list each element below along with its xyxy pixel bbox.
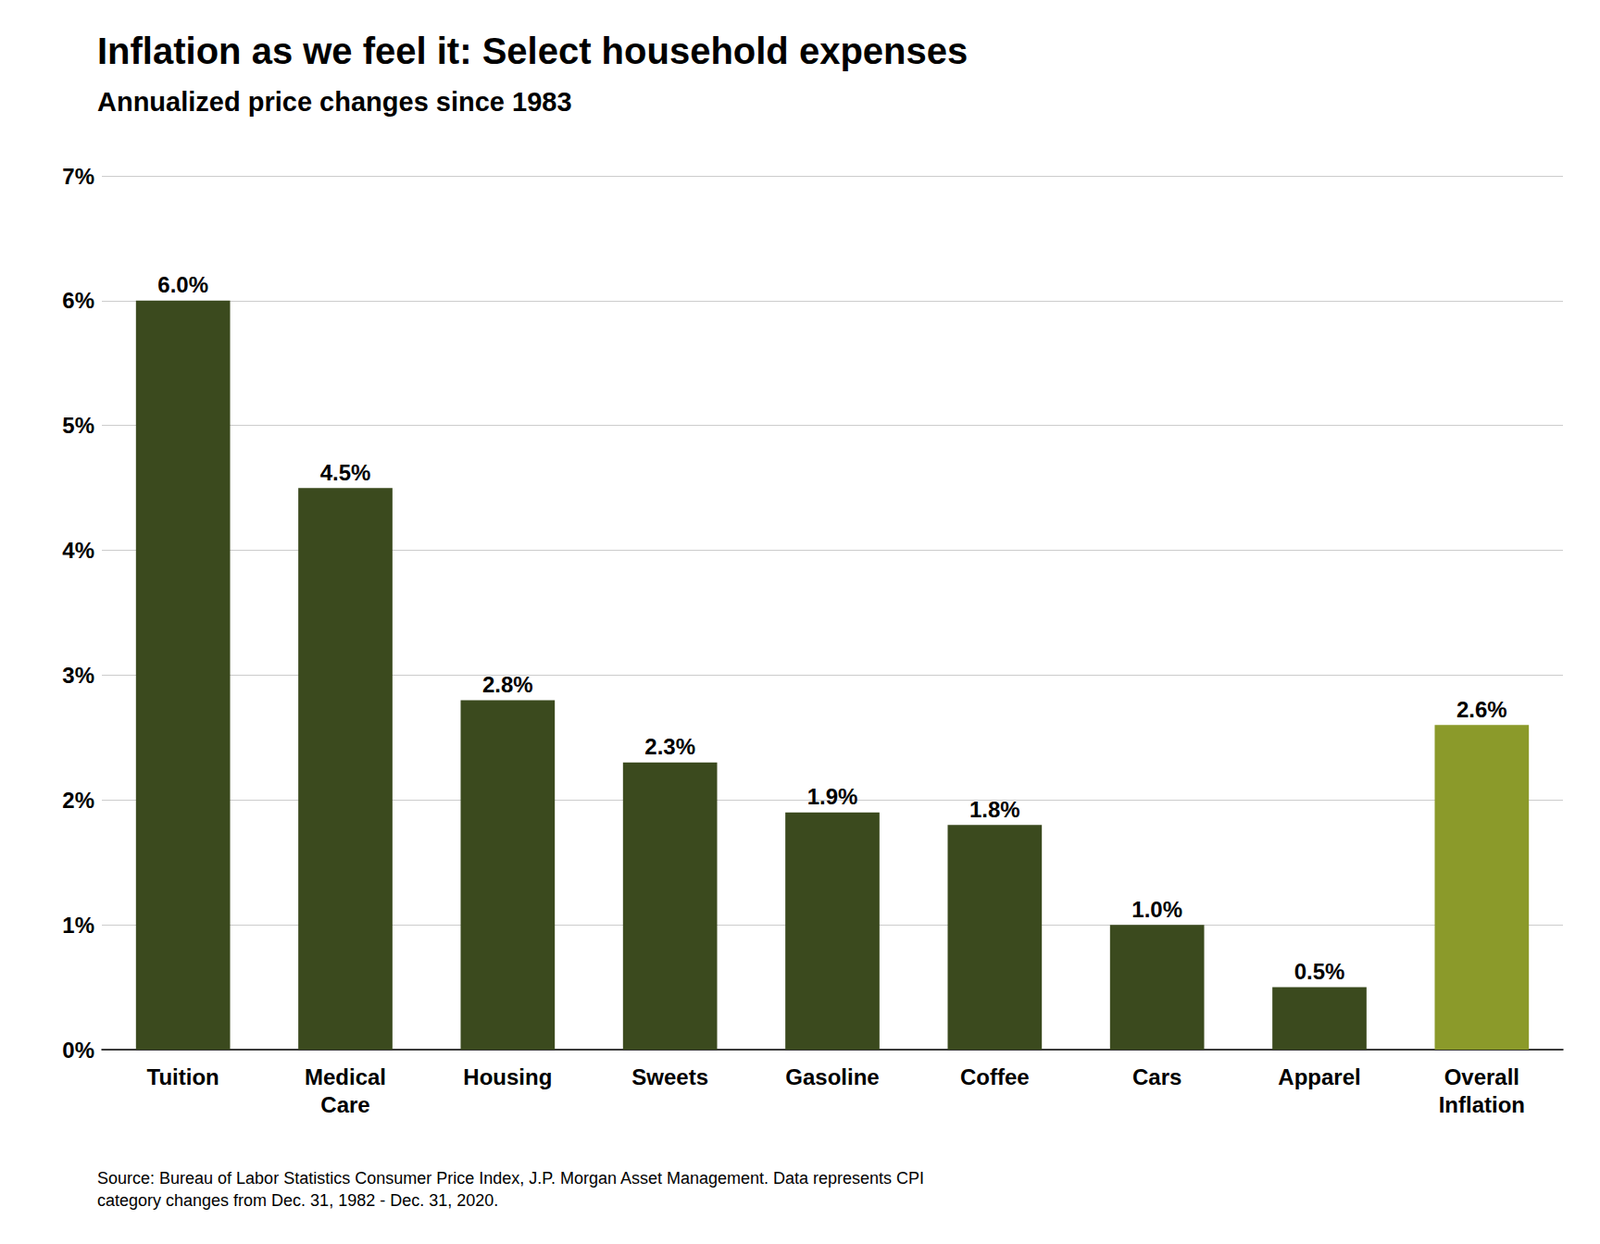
svg-text:1.0%: 1.0%	[1131, 897, 1183, 923]
svg-text:Inflation: Inflation	[1438, 1092, 1525, 1118]
svg-text:4.5%: 4.5%	[320, 460, 372, 486]
svg-text:Coffee: Coffee	[960, 1064, 1030, 1090]
svg-text:1.9%: 1.9%	[807, 784, 859, 810]
svg-text:Annualized price changes since: Annualized price changes since 1983	[97, 87, 573, 117]
svg-text:1.8%: 1.8%	[969, 797, 1021, 823]
svg-text:Source: Bureau of Labor Statis: Source: Bureau of Labor Statistics Consu…	[97, 1169, 925, 1188]
svg-text:Housing: Housing	[462, 1064, 552, 1090]
svg-text:2.8%: 2.8%	[482, 672, 534, 698]
svg-text:1%: 1%	[62, 912, 95, 938]
svg-text:4%: 4%	[62, 537, 95, 563]
svg-text:Tuition: Tuition	[147, 1064, 220, 1090]
svg-text:0.5%: 0.5%	[1294, 959, 1346, 985]
svg-text:5%: 5%	[62, 412, 95, 438]
svg-text:Sweets: Sweets	[631, 1064, 709, 1090]
svg-text:Care: Care	[320, 1092, 370, 1118]
svg-text:2%: 2%	[62, 787, 95, 813]
svg-text:2.3%: 2.3%	[644, 734, 696, 760]
svg-text:3%: 3%	[62, 662, 95, 688]
svg-text:Inflation as we feel it: Selec: Inflation as we feel it: Select househol…	[97, 30, 968, 72]
svg-text:6.0%: 6.0%	[157, 272, 209, 298]
svg-text:0%: 0%	[62, 1037, 95, 1063]
svg-text:category changes from Dec. 31,: category changes from Dec. 31, 1982 - De…	[97, 1191, 499, 1211]
svg-text:Medical: Medical	[304, 1064, 387, 1090]
svg-text:6%: 6%	[62, 287, 95, 313]
svg-text:Apparel: Apparel	[1277, 1064, 1361, 1090]
svg-text:Overall: Overall	[1444, 1064, 1520, 1090]
svg-text:2.6%: 2.6%	[1456, 697, 1508, 723]
svg-text:7%: 7%	[62, 163, 95, 189]
svg-text:Gasoline: Gasoline	[785, 1064, 879, 1090]
svg-text:Cars: Cars	[1132, 1064, 1182, 1090]
